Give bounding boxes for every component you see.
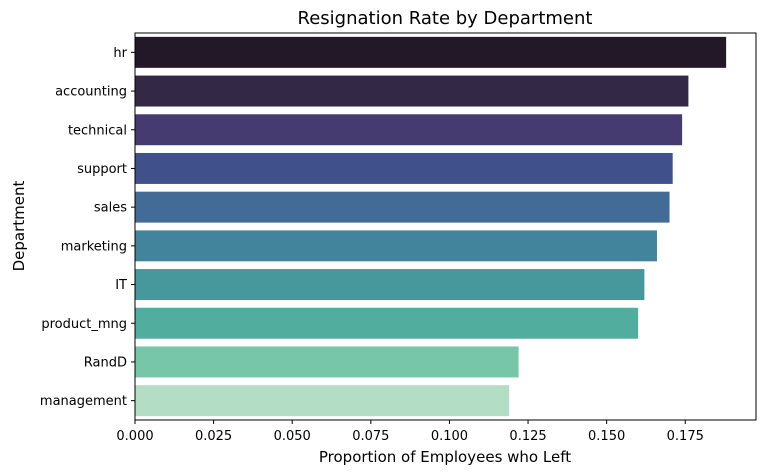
- bar-management: [135, 385, 510, 417]
- bar-marketing: [135, 230, 657, 262]
- x-tick-label: 0.150: [588, 429, 625, 444]
- bars-group: [135, 36, 727, 417]
- y-axis-label: Department: [10, 181, 28, 272]
- plot-frame: [134, 32, 757, 421]
- y-tick-label: RandD: [84, 355, 127, 370]
- y-tick-label: accounting: [55, 85, 127, 100]
- x-tick-label: 0.050: [274, 429, 311, 444]
- bar-IT: [135, 269, 645, 301]
- x-axis-ticks: 0.000 0.025 0.050 0.075 0.100 0.125 0.150 0.175: [116, 420, 704, 444]
- y-tick-label: support: [77, 162, 127, 177]
- x-tick-label: 0.000: [116, 429, 153, 444]
- bar-hr: [135, 36, 727, 68]
- x-tick-label: 0.175: [667, 429, 704, 444]
- y-tick-label: hr: [113, 46, 127, 61]
- y-tick-label: management: [40, 394, 127, 409]
- y-tick-label: IT: [115, 278, 127, 293]
- bar-support: [135, 152, 673, 184]
- bar-sales: [135, 191, 670, 223]
- x-axis-label: Proportion of Employees who Left: [319, 448, 571, 466]
- x-tick-label: 0.025: [195, 429, 232, 444]
- y-tick-label: technical: [68, 123, 127, 138]
- y-axis-ticks: hr accounting technical support sales marketi…: [40, 46, 135, 409]
- bar-product_mng: [135, 307, 639, 339]
- bar-RandD: [135, 346, 519, 378]
- chart-title: Resignation Rate by Department: [298, 8, 593, 29]
- x-tick-label: 0.075: [352, 429, 389, 444]
- y-tick-label: marketing: [61, 239, 127, 254]
- bar-accounting: [135, 75, 689, 107]
- bar-technical: [135, 114, 683, 146]
- x-tick-label: 0.125: [509, 429, 546, 444]
- y-tick-label: product_mng: [41, 317, 127, 332]
- x-tick-label: 0.100: [431, 429, 468, 444]
- y-tick-label: sales: [94, 201, 127, 216]
